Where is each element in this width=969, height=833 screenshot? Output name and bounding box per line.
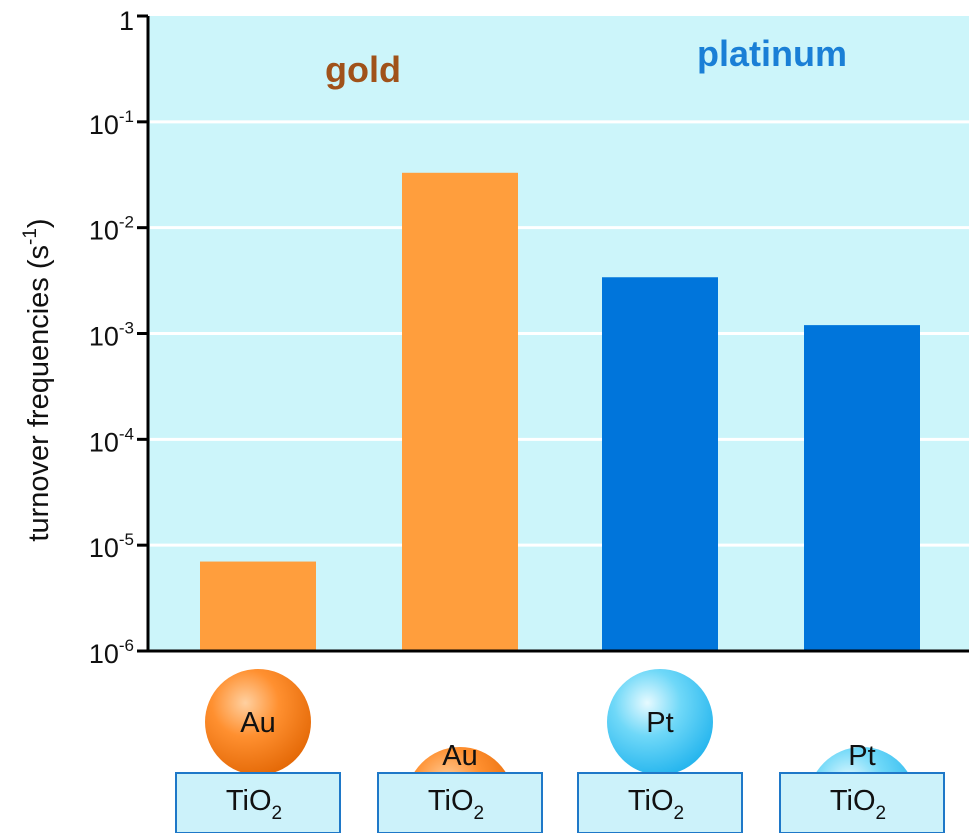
y-tick-label: 1 (119, 6, 134, 36)
support-tio2-1: TiO2 (175, 772, 341, 833)
y-tick-label: 10-4 (89, 424, 134, 457)
particle-label: Pt (646, 707, 673, 739)
particle-au-2: Au (413, 740, 507, 773)
particle-label: Au (240, 707, 275, 739)
catalyst-illustrations: Au TiO2 Au TiO2 Pt TiO2 Pt TiO2 (175, 669, 945, 833)
y-tick-label: 10-2 (89, 213, 134, 246)
y-tick-label: 10-5 (89, 530, 134, 563)
bars (200, 172, 920, 652)
particle-pt-2: Pt (815, 740, 909, 773)
bar-platinum-1 (602, 277, 718, 651)
group-label-gold: gold (325, 49, 401, 90)
support-label: TiO2 (226, 785, 282, 824)
particle-pt-1: Pt (607, 669, 713, 775)
support-label: TiO2 (428, 785, 484, 824)
support-label: TiO2 (830, 785, 886, 824)
bar-gold-1 (200, 561, 316, 651)
support-tio2-4: TiO2 (779, 772, 945, 833)
support-tio2-2: TiO2 (377, 772, 543, 833)
y-tick-label: 10-3 (89, 319, 134, 352)
y-tick-label: 10-1 (89, 107, 134, 140)
particle-label: Au (442, 740, 477, 772)
group-label-platinum: platinum (697, 33, 847, 74)
y-tick-labels: 1 10-1 10-2 10-3 10-4 10-5 10-6 (89, 6, 148, 669)
particle-label: Pt (848, 740, 875, 772)
support-tio2-3: TiO2 (577, 772, 743, 833)
support-label: TiO2 (628, 785, 684, 824)
particle-au-1: Au (205, 669, 311, 775)
bar-platinum-2 (804, 325, 920, 651)
bar-gold-2 (402, 172, 518, 652)
y-tick-label: 10-6 (89, 636, 134, 669)
y-axis-label: turnover frequencies (s-1) (20, 218, 55, 541)
